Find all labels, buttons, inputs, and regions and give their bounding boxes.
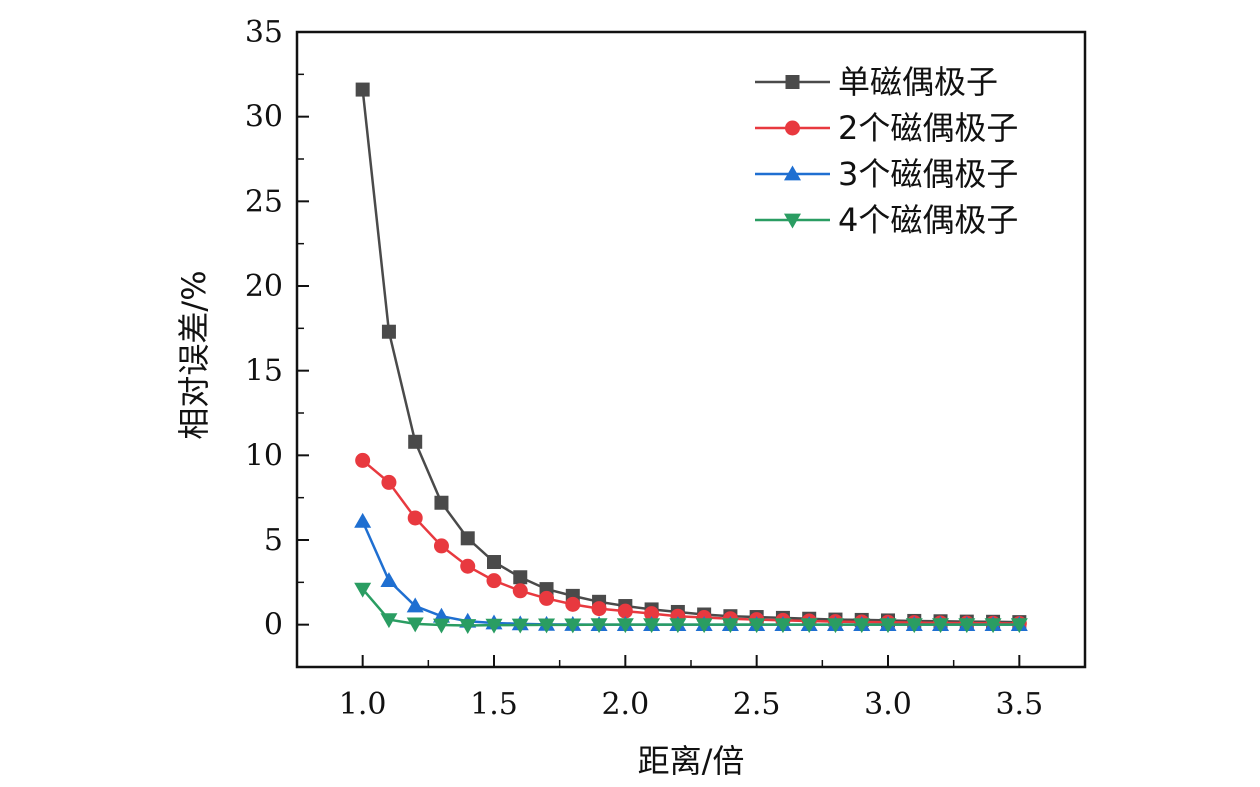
data-point xyxy=(958,618,976,634)
legend-label: 4个磁偶极子 xyxy=(838,201,1018,239)
y-tick-label: 5 xyxy=(264,523,283,558)
legend-label: 3个磁偶极子 xyxy=(838,155,1018,193)
y-tick-label: 15 xyxy=(245,354,283,389)
data-point xyxy=(748,618,766,634)
series-4 xyxy=(354,582,1028,635)
data-point xyxy=(355,82,370,97)
data-point xyxy=(905,618,923,634)
legend-marker xyxy=(784,165,801,181)
data-point xyxy=(354,582,372,598)
x-tick-label: 2.5 xyxy=(733,687,781,722)
data-point xyxy=(460,531,475,546)
legend-marker xyxy=(785,120,800,136)
data-point xyxy=(695,618,713,634)
y-tick-label: 20 xyxy=(245,269,283,304)
data-point xyxy=(538,618,556,634)
data-point xyxy=(486,573,502,589)
data-point xyxy=(721,618,739,634)
data-point xyxy=(354,512,372,528)
data-point xyxy=(644,606,660,622)
data-point xyxy=(590,618,608,634)
data-point xyxy=(616,618,634,634)
data-point xyxy=(669,618,687,634)
x-axis-title: 距离/倍 xyxy=(638,742,745,780)
data-point xyxy=(432,618,450,634)
legend-label: 2个磁偶极子 xyxy=(838,109,1018,147)
x-tick-label: 3.0 xyxy=(864,687,912,722)
data-point xyxy=(984,618,1002,634)
y-tick-label: 10 xyxy=(245,438,283,473)
data-point xyxy=(380,613,398,629)
data-point xyxy=(879,618,897,634)
legend-label: 单磁偶极子 xyxy=(838,63,998,101)
data-point xyxy=(774,618,792,634)
data-point xyxy=(1010,618,1028,634)
data-point xyxy=(434,495,449,510)
x-tick-label: 1.0 xyxy=(339,687,387,722)
data-point xyxy=(539,590,555,606)
legend-marker xyxy=(785,75,800,89)
data-point xyxy=(407,510,423,526)
data-point xyxy=(932,618,950,634)
x-tick-label: 1.5 xyxy=(470,687,518,722)
y-axis-title: 相对误差/% xyxy=(175,270,213,439)
x-tick-label: 3.5 xyxy=(995,687,1043,722)
data-point xyxy=(853,618,871,634)
series-2 xyxy=(355,452,1027,631)
data-point xyxy=(406,597,424,613)
data-point xyxy=(380,572,398,588)
data-point xyxy=(511,618,529,634)
data-point xyxy=(512,583,528,599)
data-point xyxy=(643,618,661,634)
data-point xyxy=(408,434,423,449)
data-point xyxy=(459,619,477,635)
data-point xyxy=(513,570,528,585)
data-point xyxy=(564,618,582,634)
y-tick-label: 30 xyxy=(245,100,283,135)
y-tick-label: 0 xyxy=(264,608,283,643)
data-point xyxy=(487,555,501,570)
data-point xyxy=(826,618,844,634)
data-point xyxy=(381,324,396,339)
y-tick-label: 35 xyxy=(245,15,283,50)
x-tick-label: 2.0 xyxy=(601,687,649,722)
data-point xyxy=(381,474,397,490)
data-point xyxy=(406,617,424,633)
data-point xyxy=(485,618,503,634)
y-tick-label: 25 xyxy=(245,184,283,219)
data-point xyxy=(617,603,633,619)
data-point xyxy=(355,452,371,468)
data-point xyxy=(565,596,581,612)
data-point xyxy=(800,618,818,634)
data-point xyxy=(460,558,476,574)
data-point xyxy=(433,538,449,554)
legend: 单磁偶极子 2个磁偶极子 3个磁偶极子 4个磁偶极子 xyxy=(755,63,1018,239)
legend-marker xyxy=(784,213,801,229)
data-point xyxy=(591,601,607,617)
